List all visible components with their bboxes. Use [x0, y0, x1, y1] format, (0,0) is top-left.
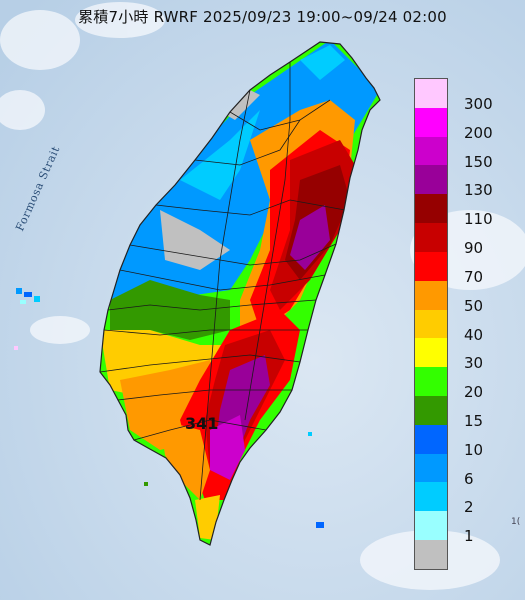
- legend-level-label: 2: [464, 498, 474, 517]
- legend-level-label: 10: [464, 440, 484, 459]
- county-boundaries: [100, 62, 346, 501]
- map-title: 累積7小時 RWRF 2025/09/23 19:00~09/24 02:00: [78, 8, 447, 26]
- peak-value-label: 341: [185, 414, 219, 433]
- coastline: [99, 41, 381, 546]
- legend-level-label: 30: [464, 354, 484, 373]
- satellite-rain-dots: [14, 288, 324, 528]
- legend-swatch: [415, 540, 447, 569]
- color-scale-legend: [414, 78, 448, 570]
- legend-swatch: [415, 309, 447, 339]
- legend-level-label: 130: [464, 181, 493, 200]
- legend-level-label: 15: [464, 412, 484, 430]
- legend-swatch: [415, 338, 447, 368]
- legend-level-label: 40: [464, 325, 484, 344]
- legend-swatch: [415, 223, 447, 252]
- legend-swatch: [415, 107, 447, 137]
- legend-level-label: 200: [464, 123, 493, 142]
- legend-swatch: [415, 79, 447, 108]
- legend-swatch: [415, 511, 447, 540]
- legend-level-label: 150: [464, 152, 493, 171]
- legend-swatch: [415, 453, 447, 483]
- legend-swatch: [415, 194, 447, 224]
- legend-swatch: [415, 280, 447, 310]
- legend-level-label: 110: [464, 210, 493, 229]
- legend-level-label: 1: [464, 527, 474, 546]
- legend-swatch: [415, 395, 447, 425]
- legend-level-label: 20: [464, 383, 484, 402]
- legend-swatch: [415, 367, 447, 396]
- legend-swatch: [415, 424, 447, 454]
- legend-swatch: [415, 482, 447, 512]
- legend-swatch: [415, 251, 447, 281]
- legend-swatch: [415, 136, 447, 166]
- legend-level-label: 70: [464, 267, 484, 286]
- legend-swatch: [415, 165, 447, 195]
- edge-note: 1(: [511, 517, 521, 527]
- legend-level-label: 50: [464, 296, 484, 315]
- legend-level-label: 300: [464, 94, 493, 113]
- legend-level-label: 6: [464, 469, 474, 488]
- legend-level-label: 90: [464, 239, 484, 258]
